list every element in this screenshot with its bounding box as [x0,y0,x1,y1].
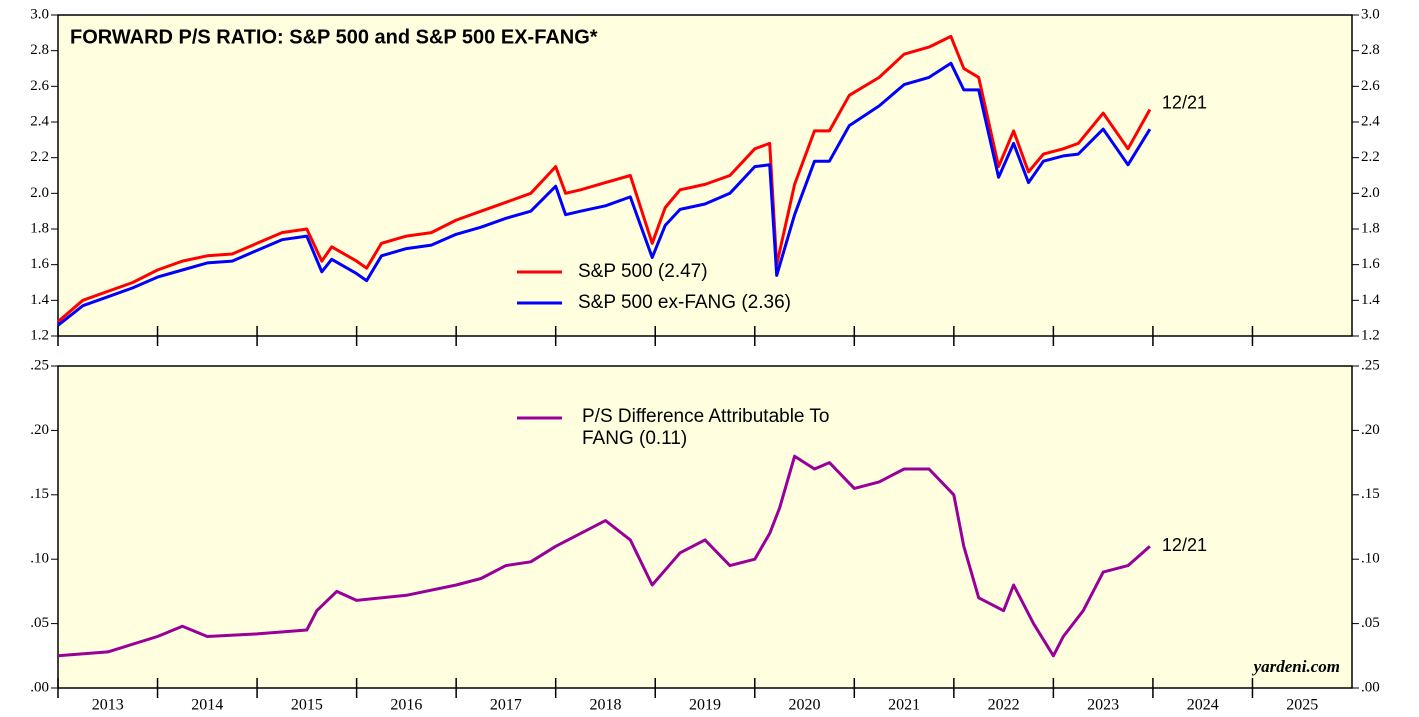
y2-tick-label: .10 [1361,551,1380,567]
y2-tick-label: .05 [1361,615,1380,631]
chart-title: FORWARD P/S RATIO: S&P 500 and S&P 500 E… [70,26,598,48]
x-tick-label: 2024 [1187,697,1219,714]
legend-entry: P/S Difference Attributable To FANG (0.1… [582,406,830,449]
y-tick-label: 1.4 [30,292,49,308]
y2-tick-label: 1.2 [1361,327,1380,343]
y2-tick-label: 2.6 [1361,78,1380,94]
y2-tick-label: 2.2 [1361,149,1380,165]
legend-entry: S&P 500 ex-FANG (2.36) [578,292,791,313]
x-tick-label: 2018 [589,697,621,714]
end-annotation: 12/21 [1162,535,1207,555]
panel-bottom [57,365,1353,689]
source: yardeni.com [1252,657,1340,676]
x-tick-label: 2022 [988,697,1020,714]
x-tick-label: 2013 [92,697,124,714]
series-line [57,454,1151,658]
y-tick-label: 2.6 [30,78,49,94]
y2-tick-label: 1.4 [1361,292,1380,308]
x-tick-label: 2016 [390,697,422,714]
x-tick-label: 2019 [689,697,721,714]
y-tick-label: .00 [30,679,49,695]
x-tick-label: 2020 [789,697,821,714]
x-tick-label: 2021 [888,697,920,714]
y2-tick-label: 2.8 [1361,42,1380,58]
legend-entry: S&P 500 (2.47) [578,261,708,282]
series-line [57,34,1152,323]
x-tick-label: 2014 [191,697,223,714]
y2-tick-label: 2.0 [1361,185,1380,201]
panel-top [57,14,1353,337]
y2-tick-label: .00 [1361,679,1380,695]
y-tick-label: .05 [30,615,49,631]
y2-tick-label: 1.6 [1361,256,1380,272]
x-tick-label: 2017 [490,697,522,714]
y-tick-label: 1.8 [30,220,49,236]
y-tick-label: 2.4 [30,113,49,129]
y2-tick-label: 1.8 [1361,220,1380,236]
end-annotation: 12/21 [1162,92,1207,112]
series-line [57,61,1152,327]
y-tick-label: .20 [30,422,49,438]
y2-tick-label: .15 [1361,486,1380,502]
y-tick-label: .15 [30,486,49,502]
y2-tick-label: .20 [1361,422,1380,438]
y-tick-label: .10 [30,551,49,567]
y-tick-label: 1.2 [30,327,49,343]
y2-tick-label: 3.0 [1361,6,1380,22]
y-tick-label: 3.0 [30,6,49,22]
y-tick-label: .25 [30,357,49,373]
y-tick-label: 2.8 [30,42,49,58]
x-tick-label: 2023 [1087,697,1119,714]
x-tick-label: 2015 [291,697,323,714]
y2-tick-label: 2.4 [1361,113,1380,129]
y-tick-label: 2.0 [30,185,49,201]
x-tick-label: 2025 [1286,697,1318,714]
y2-tick-label: .25 [1361,357,1380,373]
y-tick-label: 2.2 [30,149,49,165]
y-tick-label: 1.6 [30,256,49,272]
